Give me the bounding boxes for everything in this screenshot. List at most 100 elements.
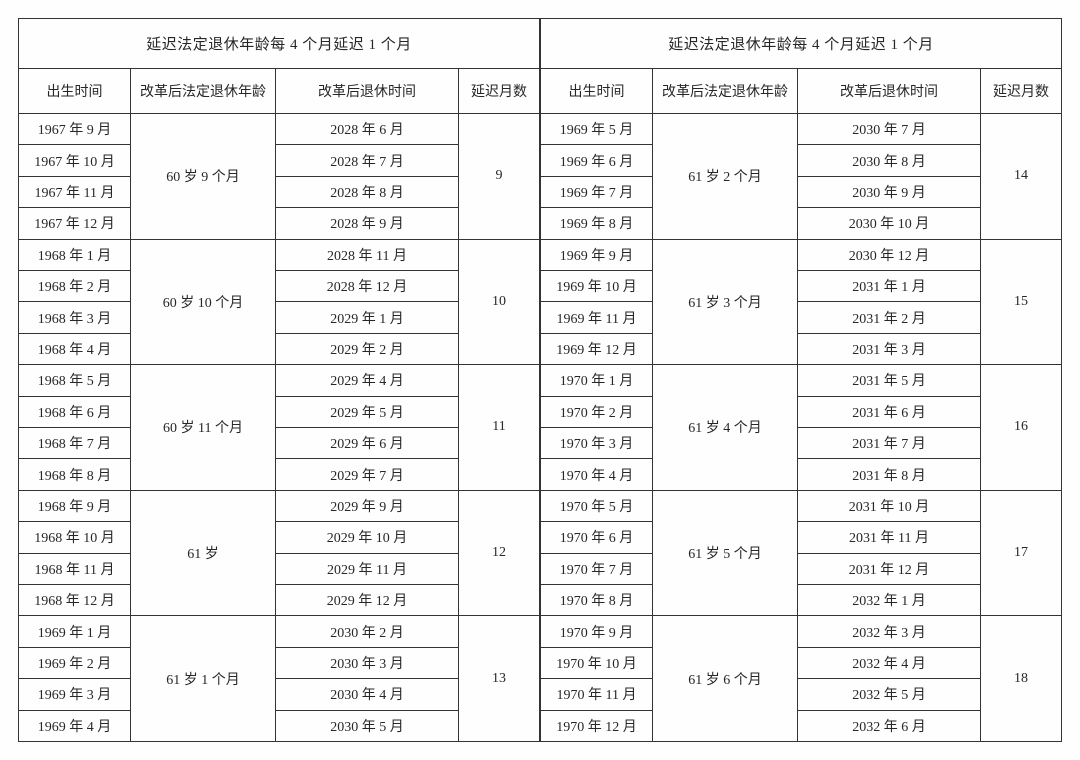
retire-cell: 2030 年 12 月 xyxy=(798,240,981,271)
birth-cell: 1967 年 11 月 xyxy=(19,177,131,208)
table-row-group: 1969 年 1 月1969 年 2 月1969 年 3 月1969 年 4 月… xyxy=(19,616,539,741)
table-row-group: 1968 年 5 月1968 年 6 月1968 年 7 月1968 年 8 月… xyxy=(19,365,539,491)
birth-column: 1969 年 9 月1969 年 10 月1969 年 11 月1969 年 1… xyxy=(541,240,653,365)
delay-cell: 17 xyxy=(981,491,1061,616)
table-row-group: 1970 年 9 月1970 年 10 月1970 年 11 月1970 年 1… xyxy=(541,616,1061,741)
delay-cell: 9 xyxy=(459,114,539,239)
retire-cell: 2028 年 8 月 xyxy=(276,177,459,208)
header-row-right: 出生时间 改革后法定退休年龄 改革后退休时间 延迟月数 xyxy=(541,69,1061,114)
birth-column: 1970 年 5 月1970 年 6 月1970 年 7 月1970 年 8 月 xyxy=(541,491,653,616)
retire-cell: 2032 年 3 月 xyxy=(798,616,981,647)
retire-column: 2028 年 11 月2028 年 12 月2029 年 1 月2029 年 2… xyxy=(276,240,459,365)
age-cell: 61 岁 6 个月 xyxy=(653,616,798,741)
retire-cell: 2031 年 11 月 xyxy=(798,522,981,553)
col-header-delay: 延迟月数 xyxy=(459,69,539,113)
table-panel-right: 延迟法定退休年龄每 4 个月延迟 1 个月 出生时间 改革后法定退休年龄 改革后… xyxy=(540,18,1062,742)
retire-cell: 2032 年 5 月 xyxy=(798,679,981,710)
birth-column: 1970 年 9 月1970 年 10 月1970 年 11 月1970 年 1… xyxy=(541,616,653,741)
delay-cell: 14 xyxy=(981,114,1061,239)
panel-title-right: 延迟法定退休年龄每 4 个月延迟 1 个月 xyxy=(541,19,1061,69)
birth-cell: 1969 年 12 月 xyxy=(541,334,653,364)
age-cell: 61 岁 xyxy=(131,491,276,616)
header-row-left: 出生时间 改革后法定退休年龄 改革后退休时间 延迟月数 xyxy=(19,69,539,114)
col-header-retire: 改革后退休时间 xyxy=(276,69,459,113)
table-row-group: 1970 年 1 月1970 年 2 月1970 年 3 月1970 年 4 月… xyxy=(541,365,1061,491)
birth-cell: 1968 年 10 月 xyxy=(19,522,131,553)
birth-column: 1968 年 9 月1968 年 10 月1968 年 11 月1968 年 1… xyxy=(19,491,131,616)
age-cell: 61 岁 4 个月 xyxy=(653,365,798,490)
retire-column: 2030 年 2 月2030 年 3 月2030 年 4 月2030 年 5 月 xyxy=(276,616,459,741)
retire-cell: 2030 年 4 月 xyxy=(276,679,459,710)
birth-cell: 1968 年 2 月 xyxy=(19,271,131,302)
birth-cell: 1968 年 6 月 xyxy=(19,397,131,428)
birth-cell: 1969 年 11 月 xyxy=(541,302,653,333)
birth-cell: 1970 年 6 月 xyxy=(541,522,653,553)
retire-cell: 2030 年 3 月 xyxy=(276,648,459,679)
birth-cell: 1968 年 1 月 xyxy=(19,240,131,271)
delay-cell: 18 xyxy=(981,616,1061,741)
birth-cell: 1969 年 4 月 xyxy=(19,711,131,741)
birth-cell: 1969 年 3 月 xyxy=(19,679,131,710)
delay-cell: 16 xyxy=(981,365,1061,490)
birth-cell: 1970 年 11 月 xyxy=(541,679,653,710)
birth-cell: 1970 年 1 月 xyxy=(541,365,653,396)
birth-cell: 1969 年 8 月 xyxy=(541,208,653,238)
retire-cell: 2032 年 6 月 xyxy=(798,711,981,741)
retire-cell: 2028 年 9 月 xyxy=(276,208,459,238)
retire-cell: 2029 年 7 月 xyxy=(276,459,459,489)
col-header-retire: 改革后退休时间 xyxy=(798,69,981,113)
retire-cell: 2031 年 1 月 xyxy=(798,271,981,302)
birth-cell: 1969 年 5 月 xyxy=(541,114,653,145)
delay-cell: 11 xyxy=(459,365,539,490)
retire-cell: 2031 年 8 月 xyxy=(798,459,981,489)
delay-cell: 10 xyxy=(459,240,539,365)
birth-cell: 1970 年 5 月 xyxy=(541,491,653,522)
birth-cell: 1968 年 3 月 xyxy=(19,302,131,333)
table-body-left: 1967 年 9 月1967 年 10 月1967 年 11 月1967 年 1… xyxy=(19,114,539,741)
retire-cell: 2028 年 11 月 xyxy=(276,240,459,271)
birth-cell: 1970 年 7 月 xyxy=(541,554,653,585)
retire-cell: 2031 年 3 月 xyxy=(798,334,981,364)
col-header-birth: 出生时间 xyxy=(541,69,653,113)
birth-cell: 1967 年 10 月 xyxy=(19,145,131,176)
col-header-age: 改革后法定退休年龄 xyxy=(131,69,276,113)
retire-column: 2028 年 6 月2028 年 7 月2028 年 8 月2028 年 9 月 xyxy=(276,114,459,239)
retire-cell: 2030 年 8 月 xyxy=(798,145,981,176)
retire-cell: 2031 年 5 月 xyxy=(798,365,981,396)
retire-cell: 2029 年 6 月 xyxy=(276,428,459,459)
birth-cell: 1970 年 3 月 xyxy=(541,428,653,459)
retire-cell: 2029 年 4 月 xyxy=(276,365,459,396)
birth-column: 1969 年 5 月1969 年 6 月1969 年 7 月1969 年 8 月 xyxy=(541,114,653,239)
col-header-birth: 出生时间 xyxy=(19,69,131,113)
delay-cell: 15 xyxy=(981,240,1061,365)
age-cell: 61 岁 5 个月 xyxy=(653,491,798,616)
retire-cell: 2031 年 2 月 xyxy=(798,302,981,333)
retire-column: 2029 年 9 月2029 年 10 月2029 年 11 月2029 年 1… xyxy=(276,491,459,616)
birth-cell: 1968 年 4 月 xyxy=(19,334,131,364)
birth-cell: 1968 年 11 月 xyxy=(19,554,131,585)
retire-column: 2032 年 3 月2032 年 4 月2032 年 5 月2032 年 6 月 xyxy=(798,616,981,741)
age-cell: 61 岁 1 个月 xyxy=(131,616,276,741)
col-header-delay: 延迟月数 xyxy=(981,69,1061,113)
birth-column: 1967 年 9 月1967 年 10 月1967 年 11 月1967 年 1… xyxy=(19,114,131,239)
delay-cell: 13 xyxy=(459,616,539,741)
birth-column: 1969 年 1 月1969 年 2 月1969 年 3 月1969 年 4 月 xyxy=(19,616,131,741)
retire-cell: 2028 年 12 月 xyxy=(276,271,459,302)
table-row-group: 1968 年 9 月1968 年 10 月1968 年 11 月1968 年 1… xyxy=(19,491,539,617)
table-panel-left: 延迟法定退休年龄每 4 个月延迟 1 个月 出生时间 改革后法定退休年龄 改革后… xyxy=(18,18,540,742)
retire-cell: 2030 年 10 月 xyxy=(798,208,981,238)
birth-cell: 1969 年 9 月 xyxy=(541,240,653,271)
birth-cell: 1967 年 9 月 xyxy=(19,114,131,145)
retire-column: 2030 年 12 月2031 年 1 月2031 年 2 月2031 年 3 … xyxy=(798,240,981,365)
retire-cell: 2029 年 1 月 xyxy=(276,302,459,333)
retire-cell: 2029 年 2 月 xyxy=(276,334,459,364)
birth-cell: 1970 年 12 月 xyxy=(541,711,653,741)
age-cell: 60 岁 9 个月 xyxy=(131,114,276,239)
retire-cell: 2031 年 6 月 xyxy=(798,397,981,428)
birth-cell: 1970 年 8 月 xyxy=(541,585,653,615)
table-row-group: 1968 年 1 月1968 年 2 月1968 年 3 月1968 年 4 月… xyxy=(19,240,539,366)
col-header-age: 改革后法定退休年龄 xyxy=(653,69,798,113)
birth-column: 1968 年 1 月1968 年 2 月1968 年 3 月1968 年 4 月 xyxy=(19,240,131,365)
birth-cell: 1969 年 7 月 xyxy=(541,177,653,208)
retire-cell: 2031 年 12 月 xyxy=(798,554,981,585)
